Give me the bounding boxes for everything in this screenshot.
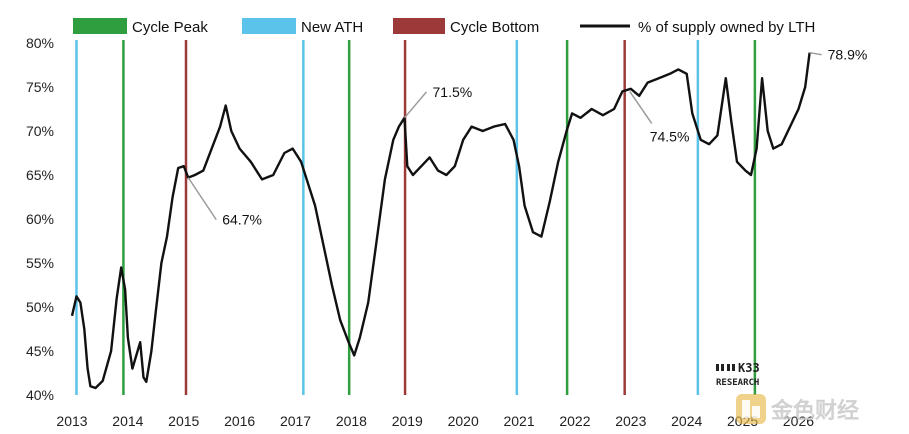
legend-label-lth: % of supply owned by LTH [638, 19, 815, 36]
series-layer [70, 52, 811, 390]
annotation-label: 74.5% [650, 128, 690, 144]
legend-label-cycle-bottom: Cycle Bottom [450, 19, 539, 36]
y-tick-label: 50% [26, 299, 54, 315]
annotation-label: 78.9% [828, 47, 868, 63]
x-tick-label: 2024 [671, 413, 702, 429]
y-tick-label: 40% [26, 387, 54, 403]
k33-logo-icon [716, 364, 735, 371]
annotation-leader [629, 90, 653, 124]
cycle-markers [75, 40, 757, 395]
x-tick-label: 2020 [448, 413, 479, 429]
x-tick-label: 2015 [168, 413, 199, 429]
x-tick-label: 2017 [280, 413, 311, 429]
annotations: 64.7% 71.5% 74.5% 78.9% [187, 47, 868, 228]
annotation-label: 71.5% [433, 84, 473, 100]
k33-logo-text: K33 [738, 361, 760, 375]
k33-research-logo: K33 RESEARCH [716, 361, 760, 388]
watermark-text: 金色财经 [770, 398, 859, 424]
watermark-logo-icon [736, 394, 766, 424]
x-tick-label: 2021 [503, 413, 534, 429]
x-tick-label: 2023 [615, 413, 646, 429]
y-tick-label: 45% [26, 343, 54, 359]
legend-swatch-cycle-peak [73, 18, 127, 34]
x-tick-label: 2014 [112, 413, 143, 429]
x-tick-label: 2016 [224, 413, 255, 429]
legend-label-cycle-peak: Cycle Peak [132, 19, 208, 36]
legend-swatch-new-ath [242, 18, 296, 34]
annotation-leader [403, 91, 428, 119]
y-tick-label: 80% [26, 35, 54, 51]
x-tick-label: 2013 [56, 413, 87, 429]
y-axis-ticks: 40% 45% 50% 55% 60% 65% 70% 75% 80% [26, 35, 54, 403]
annotation-label: 64.7% [222, 212, 262, 228]
legend-label-new-ath: New ATH [301, 19, 363, 36]
series-line-lth [70, 52, 811, 390]
legend-swatch-cycle-bottom [393, 18, 445, 34]
x-tick-label: 2018 [336, 413, 367, 429]
watermark: 金色财经 [736, 394, 859, 424]
y-tick-label: 60% [26, 211, 54, 227]
annotation-leader [809, 51, 822, 56]
x-axis-ticks: 2013 2014 2015 2016 2017 2018 2019 2020 2021 2022… [56, 413, 814, 429]
legend: Cycle Peak New ATH Cycle Bottom % of sup… [73, 18, 815, 36]
x-tick-label: 2022 [559, 413, 590, 429]
annotation-leader [187, 177, 217, 221]
y-tick-label: 75% [26, 79, 54, 95]
x-tick-label: 2026 [783, 413, 814, 429]
y-tick-label: 55% [26, 255, 54, 271]
k33-logo-subtext: RESEARCH [716, 378, 759, 388]
y-tick-label: 65% [26, 167, 54, 183]
x-tick-label: 2019 [392, 413, 423, 429]
y-tick-label: 70% [26, 123, 54, 139]
